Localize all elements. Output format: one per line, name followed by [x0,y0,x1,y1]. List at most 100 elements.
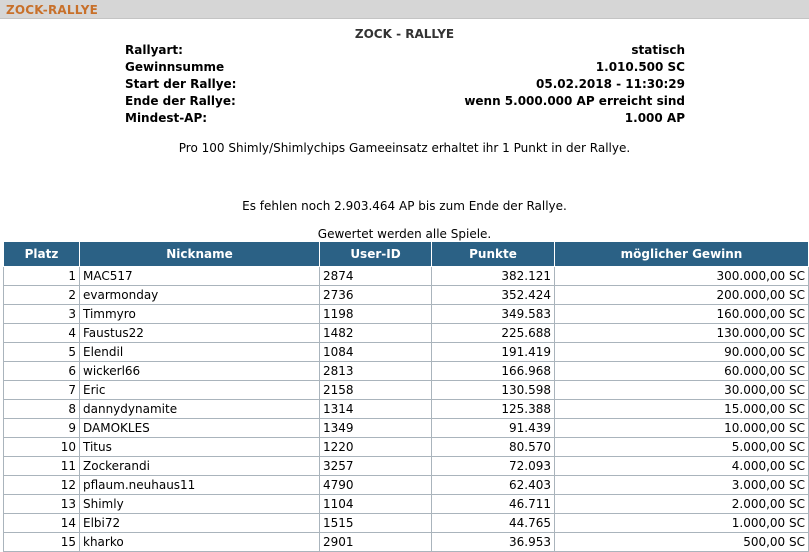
cell-platz: 8 [3,399,80,419]
cell-platz: 10 [3,437,80,457]
cell-user-id: 2158 [319,380,432,400]
cell-nickname: evarmonday [79,285,320,305]
section-header-bar: ZOCK-RALLYE [0,0,809,19]
rally-info: Rallyart: statisch Gewinnsumme 1.010.500… [125,42,685,127]
info-value: 05.02.2018 - 11:30:29 [536,77,685,91]
cell-gewinn: 200.000,00 SC [554,285,809,305]
page-title: ZOCK - RALLYE [354,27,455,41]
table-row: 4 Faustus22 1482 225.688 130.000,00 SC [3,323,809,343]
table-header-row: Platz Nickname User-ID Punkte möglicher … [3,241,809,267]
info-value: 1.010.500 SC [595,60,685,74]
cell-nickname: Elbi72 [79,513,320,533]
table-row: 3 Timmyro 1198 349.583 160.000,00 SC [3,304,809,324]
cell-punkte: 166.968 [431,361,555,381]
cell-user-id: 3257 [319,456,432,476]
cell-punkte: 225.688 [431,323,555,343]
table-row: 8 dannydynamite 1314 125.388 15.000,00 SC [3,399,809,419]
cell-nickname: pflaum.neuhaus11 [79,475,320,495]
info-value: statisch [631,43,685,57]
info-label: Mindest-AP: [125,111,208,125]
cell-gewinn: 130.000,00 SC [554,323,809,343]
cell-platz: 15 [3,532,80,552]
ranking-table: Platz Nickname User-ID Punkte möglicher … [3,241,809,552]
cell-gewinn: 15.000,00 SC [554,399,809,419]
cell-nickname: Timmyro [79,304,320,324]
cell-gewinn: 90.000,00 SC [554,342,809,362]
cell-user-id: 2874 [319,266,432,286]
cell-user-id: 1198 [319,304,432,324]
cell-platz: 12 [3,475,80,495]
cell-punkte: 382.121 [431,266,555,286]
cell-nickname: kharko [79,532,320,552]
cell-punkte: 130.598 [431,380,555,400]
cell-punkte: 349.583 [431,304,555,324]
info-label: Ende der Rallye: [125,94,236,108]
column-header-platz: Platz [3,241,80,267]
cell-user-id: 2901 [319,532,432,552]
cell-gewinn: 4.000,00 SC [554,456,809,476]
cell-platz: 4 [3,323,80,343]
cell-punkte: 125.388 [431,399,555,419]
info-row-rallyart: Rallyart: statisch [125,42,685,59]
table-row: 12 pflaum.neuhaus11 4790 62.403 3.000,00 SC [3,475,809,495]
cell-nickname: DAMOKLES [79,418,320,438]
cell-platz: 1 [3,266,80,286]
cell-user-id: 1314 [319,399,432,419]
info-value: 1.000 AP [624,111,685,125]
table-row: 9 DAMOKLES 1349 91.439 10.000,00 SC [3,418,809,438]
cell-punkte: 80.570 [431,437,555,457]
cell-nickname: Zockerandi [79,456,320,476]
info-row-start: Start der Rallye: 05.02.2018 - 11:30:29 [125,76,685,93]
cell-nickname: Faustus22 [79,323,320,343]
table-row: 11 Zockerandi 3257 72.093 4.000,00 SC [3,456,809,476]
cell-platz: 11 [3,456,80,476]
cell-gewinn: 30.000,00 SC [554,380,809,400]
column-header-user-id: User-ID [319,241,432,267]
cell-platz: 9 [3,418,80,438]
cell-gewinn: 300.000,00 SC [554,266,809,286]
table-row: 2 evarmonday 2736 352.424 200.000,00 SC [3,285,809,305]
remaining-ap-note: Es fehlen noch 2.903.464 AP bis zum Ende… [242,199,567,213]
cell-nickname: dannydynamite [79,399,320,419]
cell-gewinn: 1.000,00 SC [554,513,809,533]
table-row: 6 wickerl66 2813 166.968 60.000,00 SC [3,361,809,381]
cell-nickname: Shimly [79,494,320,514]
column-header-punkte: Punkte [431,241,555,267]
cell-user-id: 1104 [319,494,432,514]
table-row: 5 Elendil 1084 191.419 90.000,00 SC [3,342,809,362]
info-row-ende: Ende der Rallye: wenn 5.000.000 AP errei… [125,93,685,110]
cell-punkte: 44.765 [431,513,555,533]
table-row: 10 Titus 1220 80.570 5.000,00 SC [3,437,809,457]
cell-punkte: 46.711 [431,494,555,514]
points-rule-note: Pro 100 Shimly/Shimlychips Gameeinsatz e… [178,141,631,155]
cell-nickname: wickerl66 [79,361,320,381]
cell-user-id: 1220 [319,437,432,457]
cell-punkte: 352.424 [431,285,555,305]
column-header-nickname: Nickname [79,241,320,267]
cell-punkte: 191.419 [431,342,555,362]
info-label: Rallyart: [125,43,183,57]
cell-user-id: 4790 [319,475,432,495]
cell-nickname: Titus [79,437,320,457]
cell-punkte: 62.403 [431,475,555,495]
info-row-gewinnsumme: Gewinnsumme 1.010.500 SC [125,59,685,76]
cell-gewinn: 500,00 SC [554,532,809,552]
cell-platz: 6 [3,361,80,381]
cell-nickname: Eric [79,380,320,400]
cell-user-id: 1482 [319,323,432,343]
cell-user-id: 1084 [319,342,432,362]
cell-gewinn: 5.000,00 SC [554,437,809,457]
cell-user-id: 2813 [319,361,432,381]
cell-user-id: 1515 [319,513,432,533]
column-header-gewinn: möglicher Gewinn [554,241,809,267]
cell-gewinn: 10.000,00 SC [554,418,809,438]
cell-user-id: 1349 [319,418,432,438]
cell-user-id: 2736 [319,285,432,305]
table-row: 1 MAC517 2874 382.121 300.000,00 SC [3,266,809,286]
counted-games-note: Gewertet werden alle Spiele. [317,227,492,241]
cell-punkte: 36.953 [431,532,555,552]
section-title: ZOCK-RALLYE [6,3,98,17]
table-row: 7 Eric 2158 130.598 30.000,00 SC [3,380,809,400]
cell-platz: 13 [3,494,80,514]
cell-nickname: MAC517 [79,266,320,286]
